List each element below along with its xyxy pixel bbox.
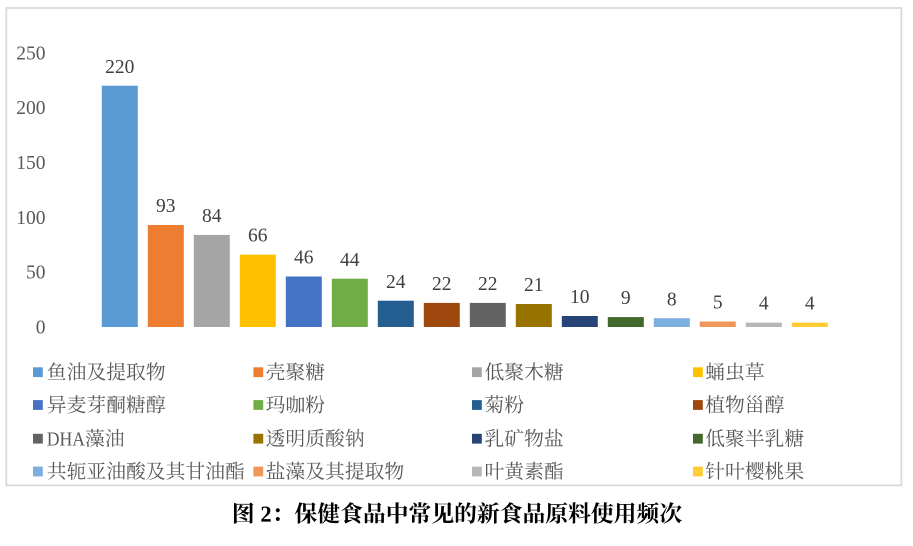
- svg-text:24: 24: [386, 272, 406, 293]
- svg-text:4: 4: [805, 294, 815, 315]
- svg-text:250: 250: [16, 43, 45, 64]
- svg-text:4: 4: [759, 294, 769, 315]
- svg-text:200: 200: [16, 98, 45, 119]
- svg-text:150: 150: [16, 153, 45, 174]
- svg-text:50: 50: [26, 263, 46, 284]
- svg-text:66: 66: [248, 226, 268, 247]
- svg-text:22: 22: [478, 274, 498, 295]
- svg-text:44: 44: [340, 250, 360, 271]
- svg-text:84: 84: [202, 206, 222, 227]
- svg-text:0: 0: [36, 318, 46, 339]
- svg-text:220: 220: [105, 57, 134, 78]
- svg-text:9: 9: [621, 288, 631, 309]
- svg-text:21: 21: [524, 275, 544, 296]
- svg-text:93: 93: [156, 196, 176, 217]
- svg-text:8: 8: [667, 289, 677, 310]
- svg-text:46: 46: [294, 248, 314, 269]
- svg-text:10: 10: [570, 287, 590, 308]
- svg-text:100: 100: [16, 208, 45, 229]
- svg-text:5: 5: [713, 293, 723, 314]
- svg-text:22: 22: [432, 274, 452, 295]
